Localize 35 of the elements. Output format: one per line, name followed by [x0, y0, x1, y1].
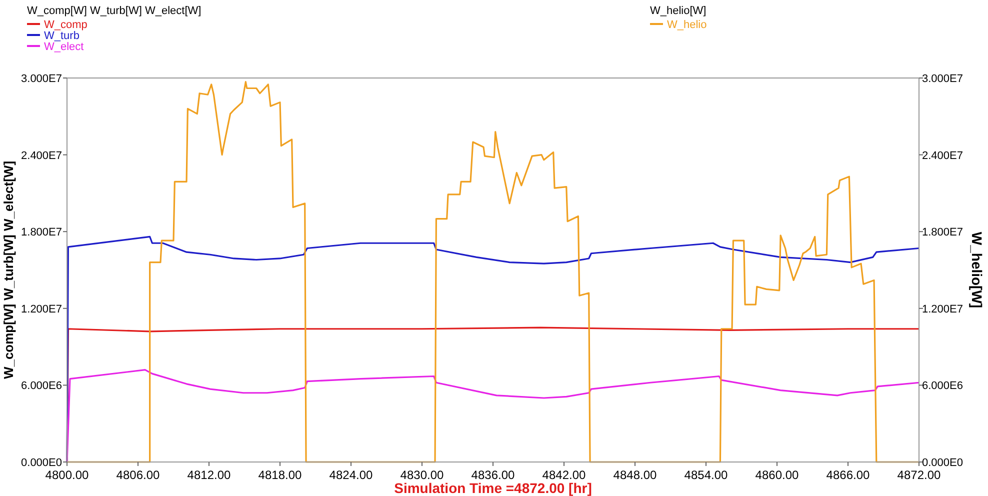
x-tick-label: 4872.00: [897, 468, 942, 482]
x-tick-label: 4854.00: [684, 468, 728, 482]
x-tick-label: 4836.00: [471, 468, 516, 482]
legend-label: W_comp: [44, 19, 88, 31]
x-tick-label: 4818.00: [258, 468, 302, 482]
x-tick-label: 4866.00: [826, 468, 870, 482]
x-tick-label: 4830.00: [400, 468, 444, 482]
x-tick-label: 4848.00: [613, 468, 658, 482]
legend-label: W_helio: [667, 19, 707, 31]
text: W_comp[W] W_turb[W] W_elect[W]: [27, 5, 202, 17]
text: W_helio[W]: [650, 5, 706, 17]
y-axis-title: W_comp[W] W_turb[W] W_elect[W]: [1, 160, 16, 380]
legend-label: W_turb: [44, 30, 80, 42]
y2-tick-label: 3.000E7: [922, 73, 963, 85]
y2-tick-label: 2.400E7: [922, 150, 963, 162]
x-tick-label: 4824.00: [329, 468, 374, 482]
line-series: [66, 81, 920, 463]
y2-tick-label: 6.000E6: [922, 380, 963, 392]
x-tick-label: 4800.00: [45, 468, 90, 482]
y-tick-label: 1.800E7: [21, 226, 62, 239]
y-tick-label: 6.000E6: [21, 380, 62, 392]
y-tick-label: 1.200E7: [21, 303, 62, 316]
legend-label: W_elect: [44, 41, 84, 53]
x-axis-title: Simulation Time =4872.00 [hr]: [394, 480, 592, 496]
y-tick-label: 0.000E0: [21, 457, 62, 469]
y2-tick-label: 0.000E0: [922, 457, 963, 469]
y2-tick-label: 1.200E7: [922, 303, 963, 316]
y-tick-label: 2.400E7: [21, 150, 62, 162]
y-tick-label: 3.000E7: [21, 73, 62, 85]
x-tick-label: 4806.00: [116, 468, 160, 482]
x-tick-label: 4842.00: [542, 468, 586, 482]
x-tick-label: 4812.00: [187, 468, 232, 482]
x-tick-label: 4860.00: [755, 468, 800, 482]
y2-tick-label: 1.800E7: [922, 226, 963, 239]
y2-axis-title: W_helio[W]: [969, 232, 985, 308]
